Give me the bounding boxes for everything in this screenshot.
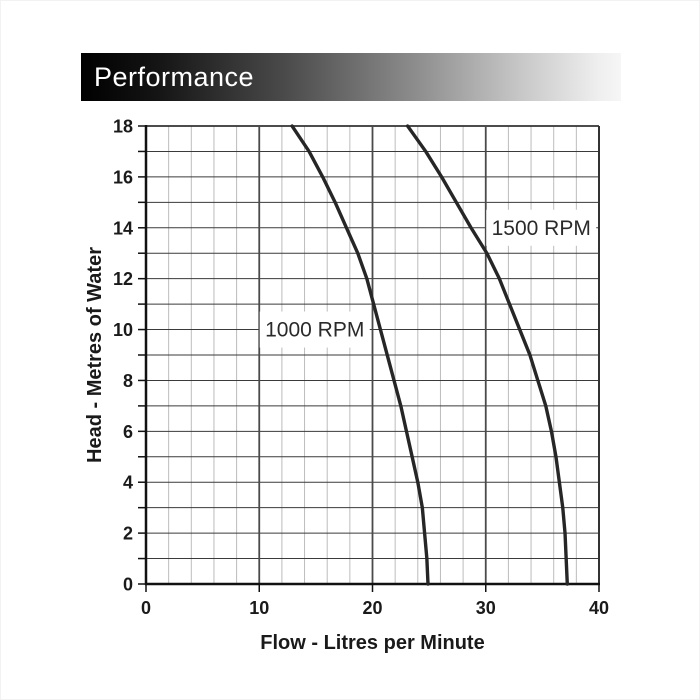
curve-label: 1500 RPM	[492, 217, 591, 240]
y-tick-label: 0	[123, 575, 133, 595]
x-tick-label: 0	[141, 598, 151, 618]
y-tick-label: 10	[113, 320, 133, 340]
curve-1500-rpm	[405, 124, 569, 586]
y-tick-label: 2	[123, 524, 133, 544]
x-tick-label: 40	[589, 598, 609, 618]
y-tick-label: 18	[113, 117, 133, 137]
y-tick-label: 8	[123, 371, 133, 391]
curve-label-bg	[486, 209, 597, 246]
y-tick-label: 12	[113, 269, 133, 289]
banner: Performance	[81, 53, 621, 101]
y-tick-label: 6	[123, 422, 133, 442]
x-axis-title: Flow - Litres per Minute	[260, 632, 485, 654]
y-tick-label: 14	[113, 218, 133, 238]
y-tick-label: 16	[113, 167, 133, 187]
y-axis-title: Head - Metres of Water	[84, 247, 106, 463]
x-tick-label: 10	[249, 598, 269, 618]
y-tick-label: 4	[123, 473, 133, 493]
curve-label-bg	[259, 311, 370, 348]
x-tick-label: 20	[362, 598, 382, 618]
curve-label: 1000 RPM	[265, 319, 364, 342]
curve-1000-rpm	[290, 124, 430, 586]
page-title: Performance	[94, 62, 255, 92]
x-tick-label: 30	[476, 598, 496, 618]
